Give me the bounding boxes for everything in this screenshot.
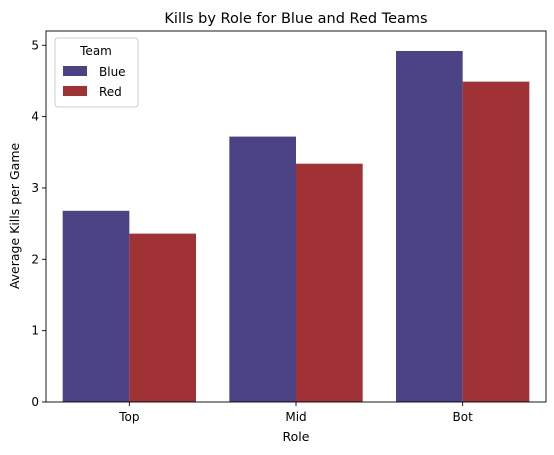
- bar-red-top: [129, 233, 196, 402]
- y-tick-label: 5: [31, 38, 39, 52]
- bar-blue-top: [62, 210, 130, 402]
- legend-label-blue: Blue: [99, 65, 126, 79]
- x-axis-label: Role: [283, 429, 310, 444]
- y-tick-label: 4: [31, 110, 39, 124]
- y-axis-label: Average Kills per Game: [7, 143, 22, 290]
- y-tick-label: 0: [31, 395, 39, 409]
- legend-swatch-blue: [63, 66, 87, 76]
- y-axis-ticks: 0 1 2 3 4 5: [31, 38, 46, 409]
- y-tick-label: 1: [31, 324, 39, 338]
- bar-blue-mid: [229, 136, 296, 402]
- legend-label-red: Red: [99, 85, 122, 99]
- bar-red-mid: [296, 163, 363, 402]
- x-tick-label: Bot: [453, 410, 474, 424]
- legend-title: Team: [79, 44, 112, 58]
- y-tick-label: 3: [31, 181, 39, 195]
- legend: Team Blue Red: [54, 37, 139, 108]
- x-tick-label: Mid: [285, 410, 306, 424]
- bars-group: [62, 50, 530, 402]
- x-axis-ticks: Top Mid Bot: [118, 402, 473, 424]
- legend-swatch-red: [63, 86, 87, 96]
- chart-title: Kills by Role for Blue and Red Teams: [164, 11, 427, 27]
- bar-blue-bot: [396, 50, 463, 402]
- bar-red-bot: [462, 81, 530, 402]
- x-tick-label: Top: [118, 410, 139, 424]
- y-tick-label: 2: [31, 252, 39, 266]
